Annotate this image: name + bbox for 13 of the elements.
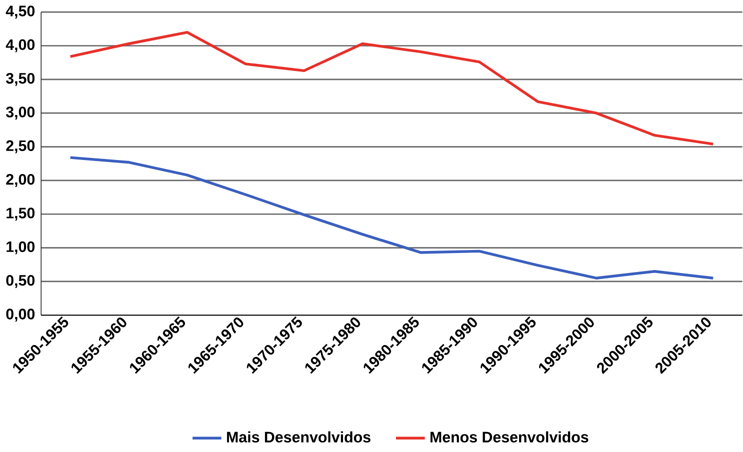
legend-label: Menos Desenvolvidos — [430, 432, 588, 443]
line-series — [68, 156, 714, 280]
y-tick-label: 3,00 — [6, 106, 35, 120]
y-tick-label: 3,50 — [6, 73, 35, 86]
y-tick-label: 4,50 — [6, 6, 35, 19]
legend-label: Mais Desenvolvidos — [227, 432, 370, 443]
y-tick-label: 0,50 — [6, 275, 35, 288]
y-tick-label: 2,50 — [6, 140, 35, 154]
y-tick-label: 4,00 — [6, 39, 35, 52]
line-series — [68, 31, 714, 146]
y-tick-label: 2,00 — [6, 174, 35, 188]
y-tick-label: 1,00 — [6, 242, 35, 254]
y-tick-label: 1,50 — [6, 208, 35, 221]
